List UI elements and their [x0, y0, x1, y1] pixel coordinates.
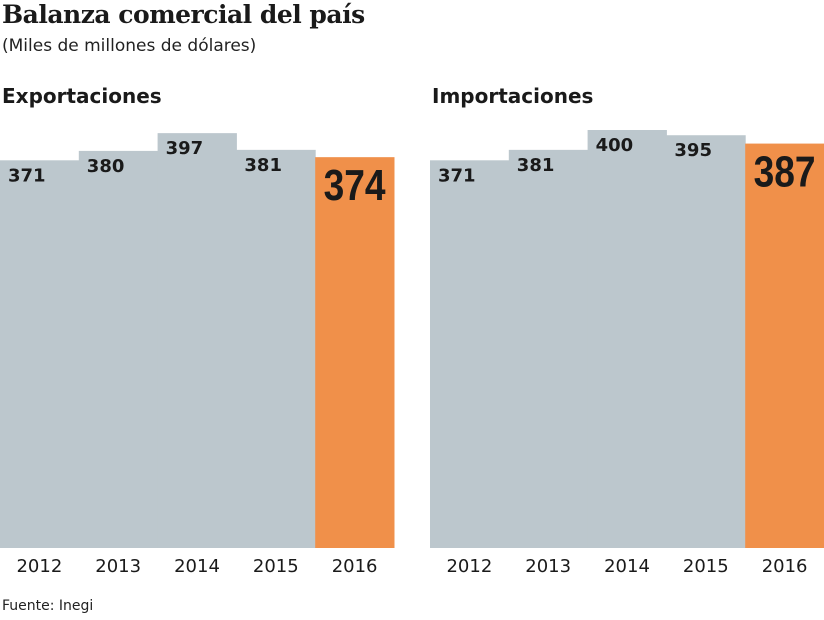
data-label-2016: 374	[324, 161, 386, 210]
data-label-2014: 400	[596, 135, 634, 156]
bar-2015	[666, 135, 746, 548]
data-label-2013: 380	[87, 156, 125, 177]
bar-2012	[430, 160, 510, 548]
data-label-2014: 397	[166, 138, 204, 159]
x-tick-2012: 2012	[16, 556, 62, 577]
x-tick-2014: 2014	[174, 556, 220, 577]
data-label-2013: 381	[517, 155, 555, 176]
bar-2014	[587, 130, 667, 548]
bar-2016	[745, 143, 824, 548]
x-tick-2016: 2016	[762, 556, 808, 577]
bar-2015	[236, 149, 316, 549]
bar-2012	[0, 160, 80, 548]
chart-subtitle: (Miles de millones de dólares)	[2, 36, 257, 56]
panel-title: Exportaciones	[2, 84, 162, 108]
data-label-2012: 371	[438, 165, 476, 186]
x-tick-2013: 2013	[95, 556, 141, 577]
source-note: Fuente: Inegi	[2, 598, 94, 614]
chart-title: Balanza comercial del país	[2, 0, 365, 29]
data-label-2015: 395	[674, 140, 712, 161]
bar-2014	[157, 133, 237, 548]
x-tick-2015: 2015	[683, 556, 729, 577]
x-tick-2015: 2015	[253, 556, 299, 577]
bar-2013	[508, 149, 589, 549]
bar-2013	[78, 150, 159, 548]
x-tick-2014: 2014	[604, 556, 650, 577]
data-label-2015: 381	[244, 155, 282, 176]
x-tick-2016: 2016	[332, 556, 378, 577]
bar-2016	[315, 157, 395, 549]
x-tick-2013: 2013	[525, 556, 571, 577]
data-label-2012: 371	[8, 165, 46, 186]
x-tick-2012: 2012	[446, 556, 492, 577]
panel-title: Importaciones	[432, 84, 593, 108]
data-label-2016: 387	[754, 148, 816, 197]
